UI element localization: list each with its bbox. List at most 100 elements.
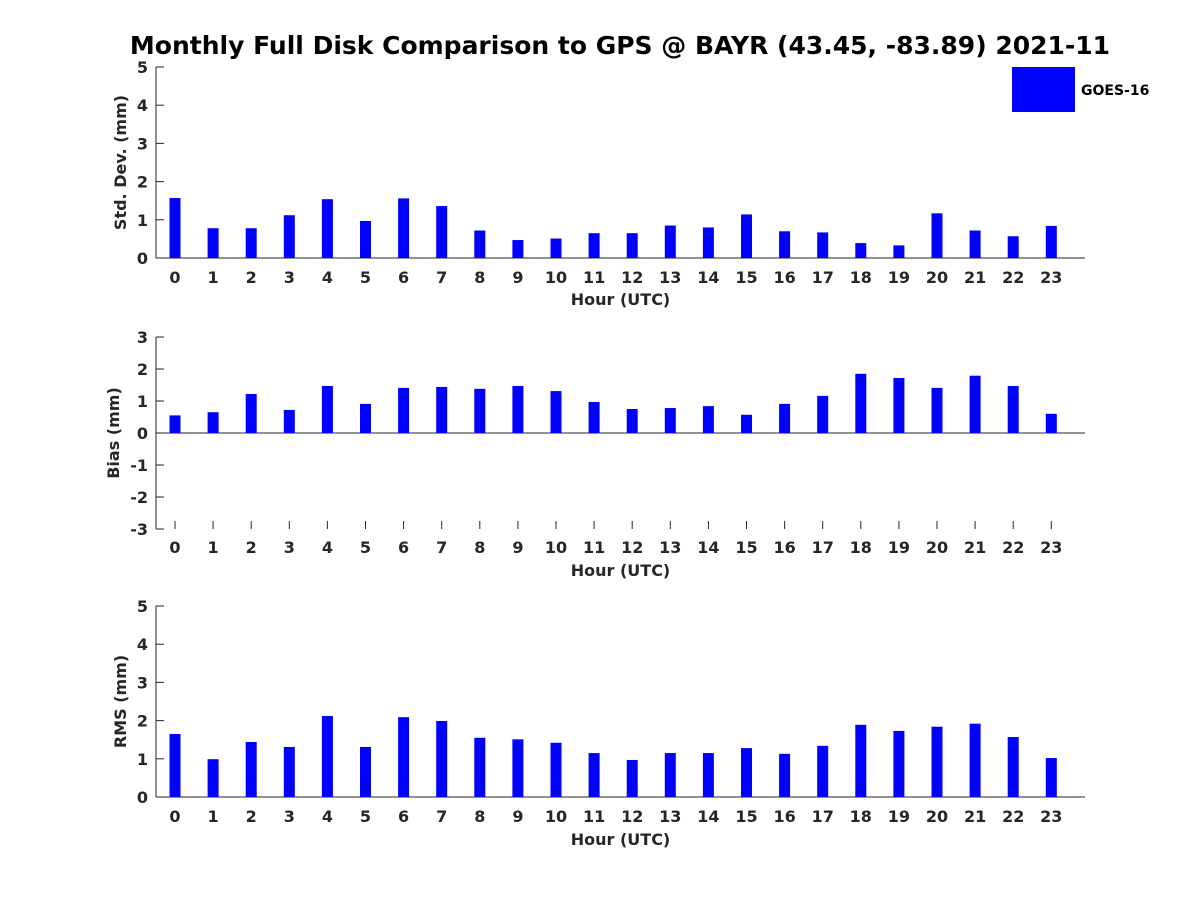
- rms-bar: [207, 759, 219, 797]
- rms-bar: [779, 753, 791, 797]
- rms-x-tick-label: 13: [659, 807, 681, 826]
- std-dev-x-tick-label: 18: [850, 268, 872, 287]
- rms-y-tick-label: 0: [137, 788, 148, 807]
- bias-x-tick-label: 20: [926, 538, 948, 557]
- std-dev-y-tick-label: 5: [137, 58, 148, 77]
- bias-bar: [893, 377, 905, 433]
- std-dev-x-tick-label: 1: [208, 268, 219, 287]
- bias-bar: [931, 387, 943, 433]
- bias-y-tick-label: 2: [137, 360, 148, 379]
- bias-x-tick-label: 15: [735, 538, 757, 557]
- std-dev-x-tick-label: 22: [1002, 268, 1024, 287]
- rms-bar: [931, 726, 943, 797]
- bias-bar: [398, 387, 410, 433]
- std-dev-x-tick-label: 11: [583, 268, 605, 287]
- bias-bar: [360, 403, 371, 433]
- bias-bar: [474, 388, 486, 433]
- std-dev-bar: [893, 245, 905, 258]
- bias-y-tick-label: 3: [137, 328, 148, 347]
- rms-bar: [855, 724, 867, 797]
- rms-x-tick-label: 10: [545, 807, 567, 826]
- bias-bar: [702, 406, 714, 433]
- bias-bar: [436, 386, 448, 433]
- std-dev-x-tick-label: 6: [398, 268, 409, 287]
- bias-x-tick-label: 13: [659, 538, 681, 557]
- bias-x-tick-label: 3: [284, 538, 295, 557]
- rms-x-tick-label: 15: [735, 807, 757, 826]
- std-dev-x-tick-label: 12: [621, 268, 643, 287]
- std-dev-bar: [969, 230, 981, 258]
- rms-x-tick-label: 16: [773, 807, 795, 826]
- std-dev-bar: [588, 233, 600, 258]
- std-dev-x-tick-label: 19: [888, 268, 910, 287]
- std-dev-x-tick-label: 3: [284, 268, 295, 287]
- rms-bar: [474, 737, 486, 797]
- bias-bar: [1045, 413, 1057, 433]
- bias-x-tick-label: 18: [850, 538, 872, 557]
- std-dev-y-tick-label: 1: [137, 211, 148, 230]
- bias-bar: [626, 409, 638, 433]
- bias-bar: [321, 385, 333, 433]
- rms-y-tick-label: 1: [137, 750, 148, 769]
- rms-bar: [169, 733, 181, 797]
- bias-y-tick-label: -2: [130, 488, 148, 507]
- bias-x-label: Hour (UTC): [571, 561, 671, 580]
- rms-x-tick-label: 4: [322, 807, 333, 826]
- std-dev-y-tick-label: 0: [137, 249, 148, 268]
- bias-y-tick-label: 0: [137, 424, 148, 443]
- std-dev-x-tick-label: 20: [926, 268, 948, 287]
- bias-x-tick-label: 14: [697, 538, 719, 557]
- rms-bar: [550, 742, 562, 797]
- std-dev-x-tick-label: 8: [474, 268, 485, 287]
- bias-x-tick-label: 16: [773, 538, 795, 557]
- bias-x-tick-label: 7: [436, 538, 447, 557]
- bias-bar: [588, 401, 600, 433]
- bias-x-tick-label: 22: [1002, 538, 1024, 557]
- rms-bar: [245, 741, 257, 797]
- std-dev-bar: [1007, 236, 1019, 258]
- bias-x-tick-label: 4: [322, 538, 333, 557]
- std-dev-x-tick-label: 7: [436, 268, 447, 287]
- bias-x-tick-label: 19: [888, 538, 910, 557]
- bias-bar: [550, 391, 562, 433]
- bias-bar: [207, 412, 219, 433]
- bias-y-tick-label: 1: [137, 392, 148, 411]
- rms-bar: [321, 716, 333, 797]
- bias-x-tick-label: 17: [812, 538, 834, 557]
- bias-bar: [169, 415, 181, 433]
- rms-bar: [817, 745, 829, 797]
- std-dev-bar: [360, 220, 371, 258]
- rms-x-tick-label: 7: [436, 807, 447, 826]
- std-dev-x-tick-label: 0: [169, 268, 180, 287]
- bias-x-tick-label: 0: [169, 538, 180, 557]
- std-dev-bar: [283, 215, 295, 258]
- std-dev-x-tick-label: 17: [812, 268, 834, 287]
- bias-x-tick-label: 12: [621, 538, 643, 557]
- rms-bar: [512, 739, 524, 797]
- std-dev-y-tick-label: 3: [137, 134, 148, 153]
- rms-bar: [664, 753, 676, 797]
- bias-bar: [1007, 385, 1019, 433]
- std-dev-x-tick-label: 5: [360, 268, 371, 287]
- rms-y-tick-label: 2: [137, 712, 148, 731]
- std-dev-bar: [931, 213, 943, 258]
- rms-bar: [360, 746, 371, 797]
- std-dev-bar: [207, 228, 219, 258]
- rms-bar: [588, 753, 600, 797]
- bias-x-tick-label: 6: [398, 538, 409, 557]
- rms-x-label: Hour (UTC): [571, 830, 671, 849]
- std-dev-bar: [169, 198, 181, 258]
- bias-bar: [245, 393, 257, 433]
- rms-x-tick-label: 12: [621, 807, 643, 826]
- rms-x-tick-label: 23: [1040, 807, 1062, 826]
- std-dev-bar: [321, 199, 333, 258]
- rms-bar: [283, 746, 295, 797]
- rms-x-tick-label: 1: [208, 807, 219, 826]
- rms-x-tick-label: 5: [360, 807, 371, 826]
- rms-x-tick-label: 21: [964, 807, 986, 826]
- std-dev-x-label: Hour (UTC): [571, 290, 671, 309]
- rms-bar: [969, 723, 981, 797]
- chart-title: Monthly Full Disk Comparison to GPS @ BA…: [130, 31, 1110, 60]
